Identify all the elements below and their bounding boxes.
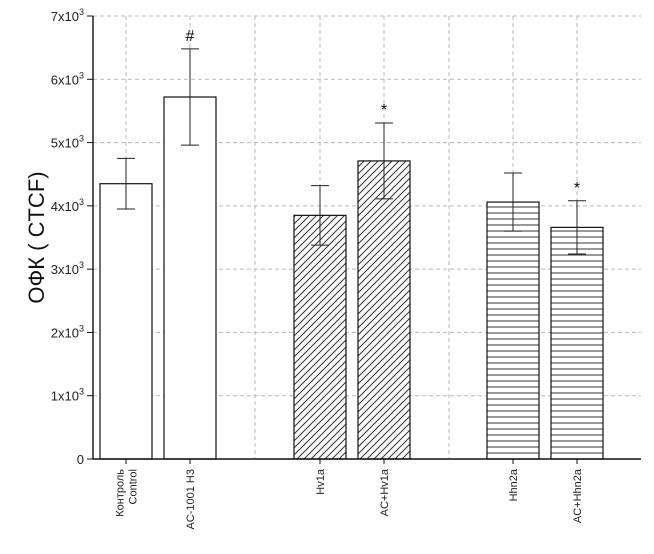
x-category-label: Контроль — [115, 469, 127, 517]
y-tick-label: 7x103 — [51, 7, 84, 24]
bar-group: * — [357, 102, 411, 460]
x-category-label: AC+Hhn2a — [572, 468, 584, 523]
bar-group: * — [550, 180, 604, 460]
x-category-label: Hhn2a — [508, 468, 520, 501]
bar — [550, 226, 604, 460]
significance-marker: * — [381, 102, 387, 119]
axes-layer — [87, 15, 641, 464]
x-category-label: Control — [128, 469, 140, 504]
bar — [163, 96, 217, 460]
labels-layer: 0 1x103 2x103 3x103 4x103 5x103 6x103 7x103 Конт… — [24, 7, 584, 530]
bar-group — [99, 157, 153, 460]
y-tick-label: 3x103 — [51, 260, 84, 277]
y-tick-label: 4x103 — [51, 197, 84, 214]
bar — [357, 160, 411, 460]
y-tick-label: 0 — [77, 452, 84, 467]
bar — [99, 183, 153, 460]
y-tick-label: 6x103 — [51, 70, 84, 87]
x-category-label: AC-1001 H3 — [185, 469, 197, 530]
x-category-label: Hv1a — [315, 468, 327, 495]
significance-marker: * — [574, 180, 580, 197]
bar-group — [293, 185, 347, 460]
bar-group: # — [163, 28, 217, 460]
significance-marker: # — [186, 28, 195, 45]
bar — [486, 201, 540, 460]
y-tick-label: 2x103 — [51, 323, 84, 340]
bar — [293, 214, 347, 460]
y-tick-label: 1x103 — [51, 387, 84, 404]
x-category-label: AC+Hv1a — [379, 468, 391, 516]
bar-group — [486, 172, 540, 460]
y-axis-title: ОФК ( CTCF) — [24, 171, 49, 303]
y-tick-label: 5x103 — [51, 134, 84, 151]
bars-layer: # * * — [99, 28, 604, 460]
